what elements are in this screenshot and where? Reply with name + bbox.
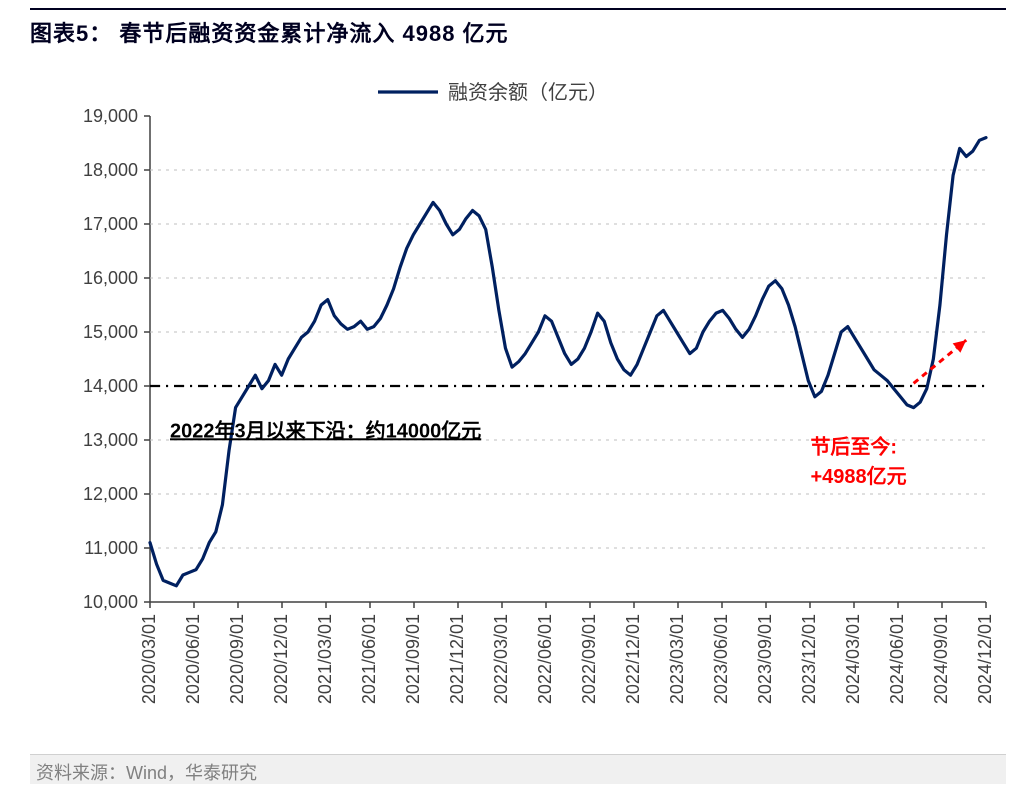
svg-text:14,000: 14,000 (83, 376, 138, 396)
line-chart: 10,000 11,000 12,000 13,000 14,000 15,000 16,0… (30, 70, 1006, 742)
svg-text:2023/09/01: 2023/09/01 (755, 614, 775, 704)
chart-title: 图表5： 春节后融资资金累计净流入 4988 亿元 (0, 10, 1036, 58)
svg-text:2021/03/01: 2021/03/01 (315, 614, 335, 704)
source-bar: 资料来源：Wind，华泰研究 (30, 754, 1006, 784)
svg-text:2021/09/01: 2021/09/01 (403, 614, 423, 704)
svg-text:2022年3月以来下沿：约14000亿元: 2022年3月以来下沿：约14000亿元 (170, 418, 481, 442)
svg-text:2020/06/01: 2020/06/01 (183, 614, 203, 704)
svg-text:2022/06/01: 2022/06/01 (535, 614, 555, 704)
chart-title-text: 春节后融资资金累计净流入 4988 亿元 (119, 21, 508, 46)
svg-text:2023/06/01: 2023/06/01 (711, 614, 731, 704)
svg-text:融资余额（亿元）: 融资余额（亿元） (448, 81, 608, 104)
svg-text:2024/09/01: 2024/09/01 (931, 614, 951, 704)
svg-text:2020/09/01: 2020/09/01 (227, 614, 247, 704)
svg-text:节后至今:: 节后至今: (810, 435, 897, 459)
svg-text:2024/06/01: 2024/06/01 (887, 614, 907, 704)
svg-text:2024/03/01: 2024/03/01 (843, 614, 863, 704)
chart-title-prefix: 图表5： (30, 21, 112, 46)
svg-text:2024/12/01: 2024/12/01 (975, 614, 995, 704)
svg-text:2021/12/01: 2021/12/01 (447, 614, 467, 704)
svg-text:12,000: 12,000 (83, 484, 138, 504)
svg-text:2022/09/01: 2022/09/01 (579, 614, 599, 704)
svg-text:2020/12/01: 2020/12/01 (271, 614, 291, 704)
svg-text:2020/03/01: 2020/03/01 (139, 614, 159, 704)
svg-text:+4988亿元: +4988亿元 (810, 464, 906, 488)
svg-text:2022/03/01: 2022/03/01 (491, 614, 511, 704)
svg-text:11,000: 11,000 (84, 538, 138, 558)
svg-text:17,000: 17,000 (83, 214, 138, 234)
svg-text:15,000: 15,000 (83, 322, 138, 342)
svg-text:10,000: 10,000 (83, 592, 138, 612)
svg-text:2023/03/01: 2023/03/01 (667, 614, 687, 704)
svg-text:2022/12/01: 2022/12/01 (623, 614, 643, 704)
svg-text:2021/06/01: 2021/06/01 (359, 614, 379, 704)
chart-container: 10,000 11,000 12,000 13,000 14,000 15,000 16,0… (30, 70, 1006, 744)
svg-text:16,000: 16,000 (83, 268, 138, 288)
svg-text:13,000: 13,000 (83, 430, 138, 450)
svg-text:18,000: 18,000 (83, 160, 138, 180)
svg-text:2023/12/01: 2023/12/01 (799, 614, 819, 704)
svg-text:19,000: 19,000 (83, 106, 138, 126)
source-text: 资料来源：Wind，华泰研究 (36, 763, 257, 783)
